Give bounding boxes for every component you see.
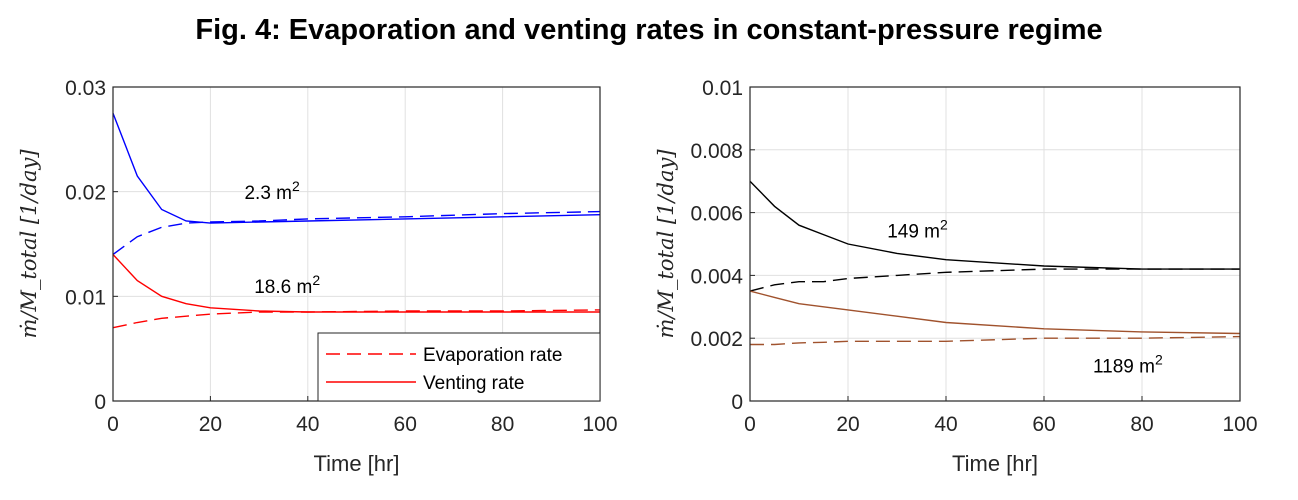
series-line-evaporation-rate-149-m2 xyxy=(749,268,1240,292)
x-tick-label: 0 xyxy=(744,413,756,436)
x-tick-label: 20 xyxy=(199,413,222,436)
y-tick-label: 0.02 xyxy=(65,182,106,205)
y-tick-label: 0.01 xyxy=(65,286,106,309)
y-axis-label: ṁ/M_total [1/day] xyxy=(654,149,678,339)
x-axis-label: Time [hr] xyxy=(952,451,1038,476)
x-tick-label: 80 xyxy=(1130,413,1153,436)
axes-box xyxy=(749,86,1241,402)
x-tick-label: 40 xyxy=(296,413,319,436)
y-tick-label: 0 xyxy=(731,391,743,414)
y-axis-label: ṁ/M_total [1/day] xyxy=(17,149,41,339)
y-tick-label: 0.004 xyxy=(690,265,743,288)
series-line-venting-rate-2-3-m2 xyxy=(112,112,601,224)
chart-1: 0 20 40 60 80 100 0 0.01 0.02 0.03 2.3 m2 18.6 m2 Ti… xyxy=(17,77,618,476)
figure-title: Fig. 4: Evaporation and venting rates in… xyxy=(195,14,1103,46)
series-line-venting-rate-149-m2 xyxy=(749,180,1240,270)
x-tick-label: 100 xyxy=(582,413,617,436)
y-tick-label: 0.002 xyxy=(690,328,743,351)
series-annotation: 18.6 m2 xyxy=(254,272,320,298)
x-tick-label: 60 xyxy=(1032,413,1055,436)
x-axis-label: Time [hr] xyxy=(314,451,400,476)
y-tick-label: 0 xyxy=(94,391,106,414)
series-line-venting-rate-18-6-m2 xyxy=(112,254,600,313)
legend: Evaporation rate Venting rate xyxy=(317,332,601,402)
x-tick-label: 40 xyxy=(934,413,957,436)
y-tick-label: 0.01 xyxy=(702,77,743,100)
x-tick-label: 0 xyxy=(107,413,119,436)
x-tick-label: 80 xyxy=(491,413,514,436)
series-annotation: 2.3 m2 xyxy=(244,178,300,204)
series-line-evaporation-rate-2-3-m2 xyxy=(112,210,601,256)
x-tick-label: 20 xyxy=(836,413,859,436)
chart-2: 0 20 40 60 80 100 0 0.002 0.004 0.006 0.008 0.01 149… xyxy=(654,77,1258,476)
series-line-venting-rate-1189-m2 xyxy=(749,290,1241,335)
x-tick-label: 100 xyxy=(1222,413,1257,436)
series-line-evaporation-rate-1189-m2 xyxy=(750,335,1241,346)
y-tick-label: 0.006 xyxy=(690,203,743,226)
legend-label-evaporation: Evaporation rate xyxy=(423,345,562,366)
y-tick-label: 0.03 xyxy=(65,77,106,100)
series-annotation: 149 m2 xyxy=(887,217,948,243)
x-tick-label: 60 xyxy=(394,413,417,436)
series-line-evaporation-rate-18-6-m2 xyxy=(112,309,601,329)
plot-area xyxy=(750,87,1240,401)
series-annotation: 1189 m2 xyxy=(1093,352,1163,378)
y-tick-label: 0.008 xyxy=(690,140,743,163)
legend-label-venting: Venting rate xyxy=(423,373,524,394)
